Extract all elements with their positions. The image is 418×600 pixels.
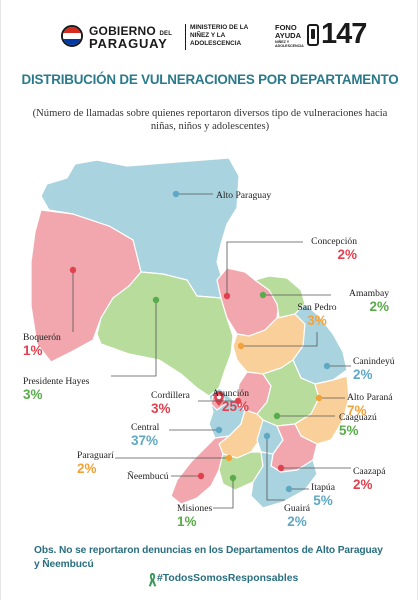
gov-logo-line1: GOBIERNO DEL — [89, 24, 173, 38]
dept-value-concepcion: 2% — [337, 247, 357, 262]
dept-name-alto-paraguay: Alto Paraguay — [216, 190, 271, 201]
department-markers — [69, 190, 351, 509]
dept-name-itapua: Itapúa — [311, 482, 336, 493]
leader-line-concepcion — [226, 241, 303, 296]
marker-paraguari — [225, 454, 233, 462]
marker-san-pedro — [237, 342, 245, 350]
marker-alto-parana — [315, 394, 323, 402]
dept-name-paraguari: Paraguarí — [77, 450, 114, 461]
dept-name-boqueron: Boquerón — [23, 332, 61, 343]
observation-note: Obs. No se reportaron denuncias en los D… — [34, 545, 383, 570]
marker-amambay — [259, 291, 267, 299]
region-itapua — [250, 451, 318, 509]
phone-icon — [307, 24, 319, 46]
dept-name-misiones: Misiones — [177, 503, 212, 514]
gov-logo-line2: PARAGUAY — [89, 36, 168, 51]
dept-name-asuncion: Asunción — [212, 388, 249, 399]
dept-value-central: 37% — [131, 433, 158, 448]
marker-central — [215, 426, 223, 434]
dept-name-concepcion: Concepción — [311, 236, 357, 247]
page-title: DISTRIBUCIÓN DE VULNERACIONES POR DEPART… — [21, 72, 399, 87]
dept-name-caaguazu: Caaguazú — [339, 412, 377, 423]
ribbon-icon — [148, 573, 157, 587]
marker-cordillera — [234, 397, 242, 405]
dept-value-cordillera: 3% — [151, 401, 171, 416]
leader-line-presidente-hayes — [111, 300, 157, 377]
header-divider — [185, 24, 186, 50]
marker-guaira — [263, 432, 271, 440]
fono-ayuda-logo: FONO AYUDA NIÑEZ Y ADOLESCENCIA — [275, 23, 304, 49]
dept-name-canindeyu: Canindeyú — [353, 356, 395, 367]
dept-value-paraguari: 2% — [77, 461, 97, 476]
marker-neembucu — [197, 472, 205, 480]
dept-value-presidente-hayes: 3% — [23, 387, 43, 402]
dept-value-misiones: 1% — [177, 514, 197, 529]
dept-value-amambay: 2% — [369, 299, 389, 314]
marker-misiones — [229, 474, 237, 482]
dept-name-amambay: Amambay — [349, 288, 389, 299]
dept-value-alto-parana: 7% — [347, 403, 367, 418]
dept-value-itapua: 5% — [313, 493, 333, 508]
marker-alto-paraguay — [172, 190, 180, 198]
dept-value-boqueron: 1% — [23, 343, 43, 358]
paraguay-flag-icon — [61, 25, 83, 47]
dept-value-guaira: 2% — [287, 514, 307, 529]
ministry-name: MINISTERIO DE LA NIÑEZ Y LA ADOLESCENCIA — [190, 24, 248, 47]
marker-canindeyu — [323, 362, 331, 370]
hashtag-text: #TodosSomosResponsables — [157, 573, 299, 584]
marker-boqueron — [69, 266, 77, 274]
dept-value-caaguazu: 5% — [339, 423, 359, 438]
fono-number: 147 — [321, 18, 367, 50]
leader-line-san-pedro — [241, 332, 318, 347]
dept-name-central: Central — [131, 422, 160, 433]
leader-line-misiones — [213, 478, 234, 509]
dept-name-san-pedro: San Pedro — [297, 302, 336, 313]
dept-name-guaira: Guairá — [284, 503, 311, 514]
marker-caaguazu — [273, 412, 281, 420]
leader-line-guaira — [266, 436, 285, 501]
dept-name-neembucu: Ñeembucú — [127, 470, 169, 482]
dept-name-caazapa: Caazapá — [353, 466, 386, 477]
region-boqueron — [30, 209, 142, 363]
marker-presidente-hayes — [152, 296, 160, 304]
dept-value-asuncion: 25% — [222, 399, 249, 414]
marker-caazapa — [277, 464, 285, 472]
marker-concepcion — [223, 292, 231, 300]
dept-value-canindeyu: 2% — [353, 367, 373, 382]
dept-name-alto-parana: Alto Paraná — [347, 392, 393, 403]
page-subtitle: (Número de llamadas sobre quienes report… — [32, 108, 388, 132]
dept-value-caazapa: 2% — [353, 477, 373, 492]
dept-value-san-pedro: 3% — [307, 313, 327, 328]
dept-name-cordillera: Cordillera — [151, 390, 191, 401]
region-neembucu — [170, 435, 232, 505]
marker-itapua — [285, 485, 293, 493]
location-pin-icon — [214, 391, 224, 406]
dept-name-presidente-hayes: Presidente Hayes — [23, 376, 90, 387]
header: GOBIERNO DEL PARAGUAY MINISTERIO DE LA N… — [1, 0, 418, 58]
region-alto-parana — [294, 375, 350, 445]
